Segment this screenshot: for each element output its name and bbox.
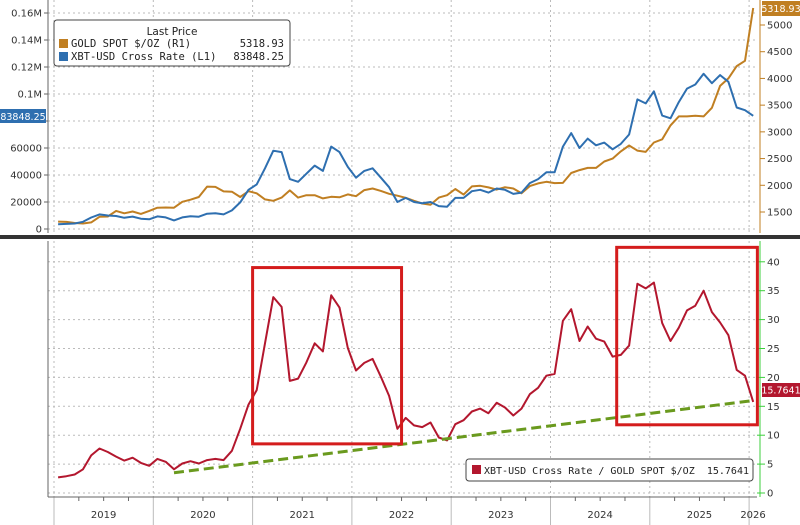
bottom-legend: XBT-USD Cross Rate / GOLD SPOT $/OZ 15.7… (465, 458, 754, 482)
svg-text:5318.93: 5318.93 (761, 4, 800, 15)
x-tick-label: 2025 (687, 510, 712, 521)
right-tick-label: 0 (767, 489, 773, 500)
left-tick-label: 40000 (10, 171, 42, 182)
x-tick-label: 2024 (587, 510, 612, 521)
tag-right-gold: 5318.93 (761, 1, 800, 16)
right-tick-label: 25 (767, 344, 780, 355)
xbt-series-line (58, 72, 754, 226)
svg-text:15.7641: 15.7641 (761, 386, 800, 397)
right-tick-label: 2000 (767, 181, 792, 192)
right-tick-label: 4500 (767, 47, 792, 58)
axes: 2019 2020 2021 2022 2023 2024 2025 202602000040… (10, 0, 792, 525)
svg-text:83848.25: 83848.25 (0, 112, 45, 123)
right-tick-label: 40 (767, 257, 780, 268)
right-tick-label: 3500 (767, 101, 792, 112)
x-tick-label: 2022 (389, 510, 414, 521)
left-tick-label: 60000 (10, 144, 42, 155)
right-tick-label: 5 (767, 460, 773, 471)
left-tick-label: 0.16M (11, 9, 42, 20)
legend-swatch-gold (59, 39, 68, 48)
annotations (173, 245, 759, 475)
left-tick-label: 0.12M (11, 63, 42, 74)
right-tick-label: 20 (767, 373, 780, 384)
highlight-box (615, 245, 759, 427)
right-tick-label: 5000 (767, 20, 792, 31)
x-tick-label: 2026 (740, 510, 765, 521)
right-tick-label: 15 (767, 402, 780, 413)
panel-divider[interactable] (0, 235, 800, 239)
right-tick-label: 4000 (767, 74, 792, 85)
right-tick-label: 1500 (767, 208, 792, 219)
right-tick-label: 10 (767, 431, 780, 442)
right-tick-label: 30 (767, 315, 780, 326)
left-tick-label: 20000 (10, 198, 42, 209)
right-tick-label: 3000 (767, 127, 792, 138)
tag-left-xbt: 83848.25 (0, 109, 46, 123)
x-tick-label: 2021 (290, 510, 315, 521)
legend-value-xbt: 83848.25 (233, 51, 284, 63)
right-tick-label: 35 (767, 286, 780, 297)
legend-title: Last Price (147, 26, 198, 38)
top-legend: Last Price GOLD SPOT $/OZ (R1) 5318.93 X… (53, 19, 291, 67)
left-tick-label: 0 (36, 225, 42, 236)
top-gridlines (48, 0, 757, 233)
legend-value-gold: 5318.93 (240, 38, 284, 50)
tag-right-ratio: 15.7641 (761, 383, 800, 397)
series (57, 7, 755, 479)
legend-value-ratio: 15.7641 (707, 466, 749, 477)
legend-label-gold: GOLD SPOT $/OZ (R1) (71, 38, 191, 50)
legend-label-xbt: XBT-USD Cross Rate (L1) (71, 51, 216, 63)
left-tick-label: 0.14M (11, 36, 42, 47)
trend-line (173, 399, 754, 475)
right-tick-label: 2500 (767, 154, 792, 165)
x-tick-label: 2023 (488, 510, 513, 521)
highlight-box (251, 266, 404, 446)
legend-label-ratio: XBT-USD Cross Rate / GOLD SPOT $/OZ (484, 466, 695, 477)
legend-swatch-ratio (472, 465, 481, 474)
ratio-series-line (57, 281, 755, 479)
x-tick-label: 2019 (91, 510, 116, 521)
x-tick-label: 2020 (190, 510, 215, 521)
legend-swatch-xbt (59, 52, 68, 61)
left-tick-label: 0.1M (17, 90, 42, 101)
